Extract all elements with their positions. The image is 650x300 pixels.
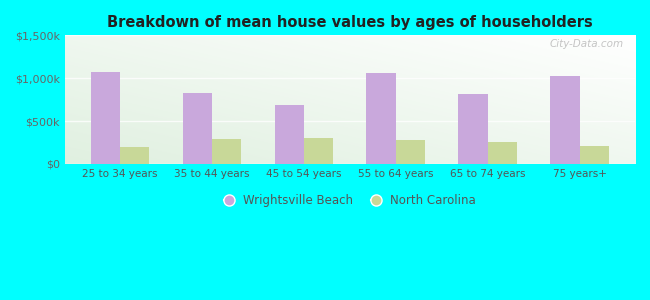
Bar bbox=[183, 93, 212, 164]
Bar bbox=[458, 94, 488, 164]
Bar bbox=[304, 138, 333, 164]
Title: Breakdown of mean house values by ages of householders: Breakdown of mean house values by ages o… bbox=[107, 15, 593, 30]
Bar bbox=[120, 147, 150, 164]
Bar bbox=[488, 142, 517, 164]
Bar bbox=[274, 105, 304, 164]
Bar bbox=[90, 72, 120, 164]
Bar bbox=[367, 74, 396, 164]
Bar bbox=[551, 76, 580, 164]
Bar bbox=[580, 146, 609, 164]
Legend: Wrightsville Beach, North Carolina: Wrightsville Beach, North Carolina bbox=[220, 190, 480, 212]
Bar bbox=[212, 139, 241, 164]
Bar bbox=[396, 140, 425, 164]
Text: City-Data.com: City-Data.com bbox=[549, 39, 623, 49]
